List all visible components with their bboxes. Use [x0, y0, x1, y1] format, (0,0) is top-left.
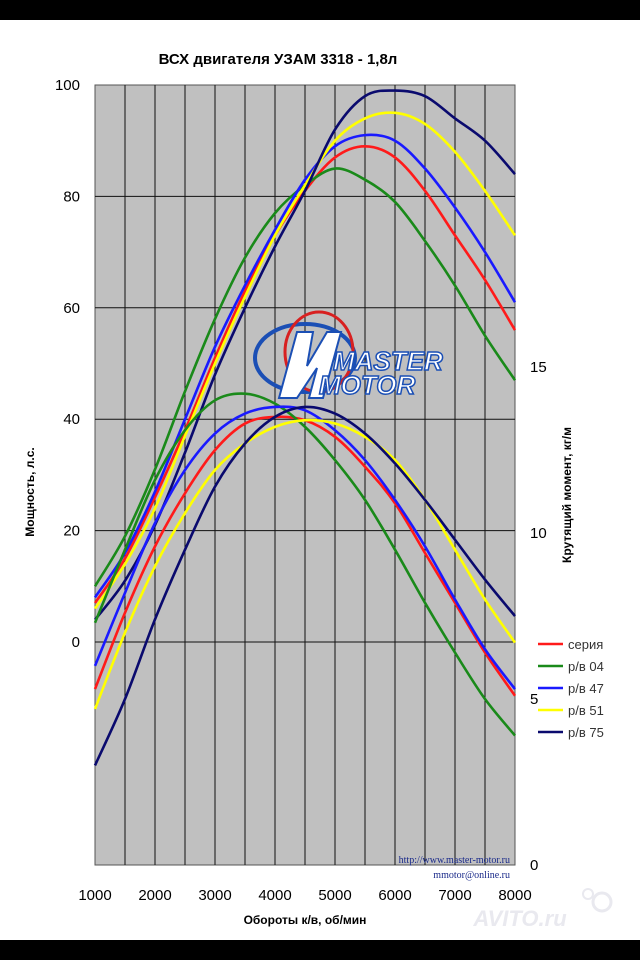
y-left-tick-label: 40: [63, 411, 80, 428]
y-left-tick-label: 60: [63, 300, 80, 317]
y-right-tick-label: 10: [530, 525, 547, 542]
x-axis-label: Обороты к/в, об/мин: [244, 913, 367, 927]
x-tick-label: 7000: [438, 887, 471, 904]
y-left-tick-label: 80: [63, 188, 80, 205]
y-right-tick-label: 15: [530, 359, 547, 376]
y-left-axis-label: Мощность, л.с.: [23, 447, 37, 536]
x-tick-label: 3000: [198, 887, 231, 904]
logo-ring-blue-icon: [253, 322, 357, 394]
legend-label-4: р/в 75: [568, 725, 604, 740]
legend-label-3: р/в 51: [568, 703, 604, 718]
x-tick-label: 6000: [378, 887, 411, 904]
avito-dot-small-icon: [582, 888, 594, 900]
y-right-tick-label: 5: [530, 691, 538, 708]
x-ticks: 1000 2000 3000 4000 5000 6000 7000 8000: [78, 887, 531, 904]
x-tick-label: 1000: [78, 887, 111, 904]
y-left-tick-label: 100: [55, 77, 80, 94]
x-tick-label: 5000: [318, 887, 351, 904]
legend-label-2: р/в 47: [568, 681, 604, 696]
torque-line-series-3: [93, 418, 517, 710]
avito-watermark-text: AVITO.ru: [472, 906, 567, 931]
torque-series-group: [93, 392, 517, 766]
torque-line-series-4: [93, 405, 517, 766]
x-tick-label: 4000: [258, 887, 291, 904]
master-motor-logo: MASTER MOTOR: [253, 310, 444, 401]
legend-label-0: серия: [568, 637, 603, 652]
chart-svg: ВСХ двигателя УЗАМ 3318 - 1,8л MASTER MO…: [23, 51, 613, 931]
annotation-email: mmotor@online.ru: [433, 870, 510, 881]
y-right-ticks: 0 5 10 15: [530, 359, 547, 874]
y-left-tick-label: 20: [63, 523, 80, 540]
x-tick-label: 8000: [498, 887, 531, 904]
logo-text-bottom: MOTOR: [319, 370, 416, 400]
power-line-series-3: [93, 111, 517, 610]
annotation-url: http://www.master-motor.ru: [399, 855, 510, 866]
grid-lines: [95, 85, 515, 865]
legend-label-1: р/в 04: [568, 659, 604, 674]
legend: серия р/в 04 р/в 47 р/в 51 р/в 75: [538, 637, 604, 740]
chart-frame: ВСХ двигателя УЗАМ 3318 - 1,8л MASTER MO…: [0, 20, 640, 940]
x-tick-label: 2000: [138, 887, 171, 904]
y-left-tick-label: 0: [72, 634, 80, 651]
chart-title: ВСХ двигателя УЗАМ 3318 - 1,8л: [159, 51, 398, 68]
torque-line-series-2: [93, 405, 517, 690]
avito-dots-icon: [591, 891, 613, 913]
avito-watermark: AVITO.ru: [472, 888, 613, 931]
power-line-series-2: [93, 133, 517, 599]
y-right-axis-label: Крутящий момент, кг/м: [560, 427, 574, 563]
y-left-ticks: 0 20 40 60 80 100: [55, 77, 80, 651]
logo-m-icon: [277, 331, 343, 399]
logo-text-top: MASTER: [333, 346, 443, 376]
y-right-tick-label: 0: [530, 857, 538, 874]
torque-line-series-1: [93, 392, 517, 737]
